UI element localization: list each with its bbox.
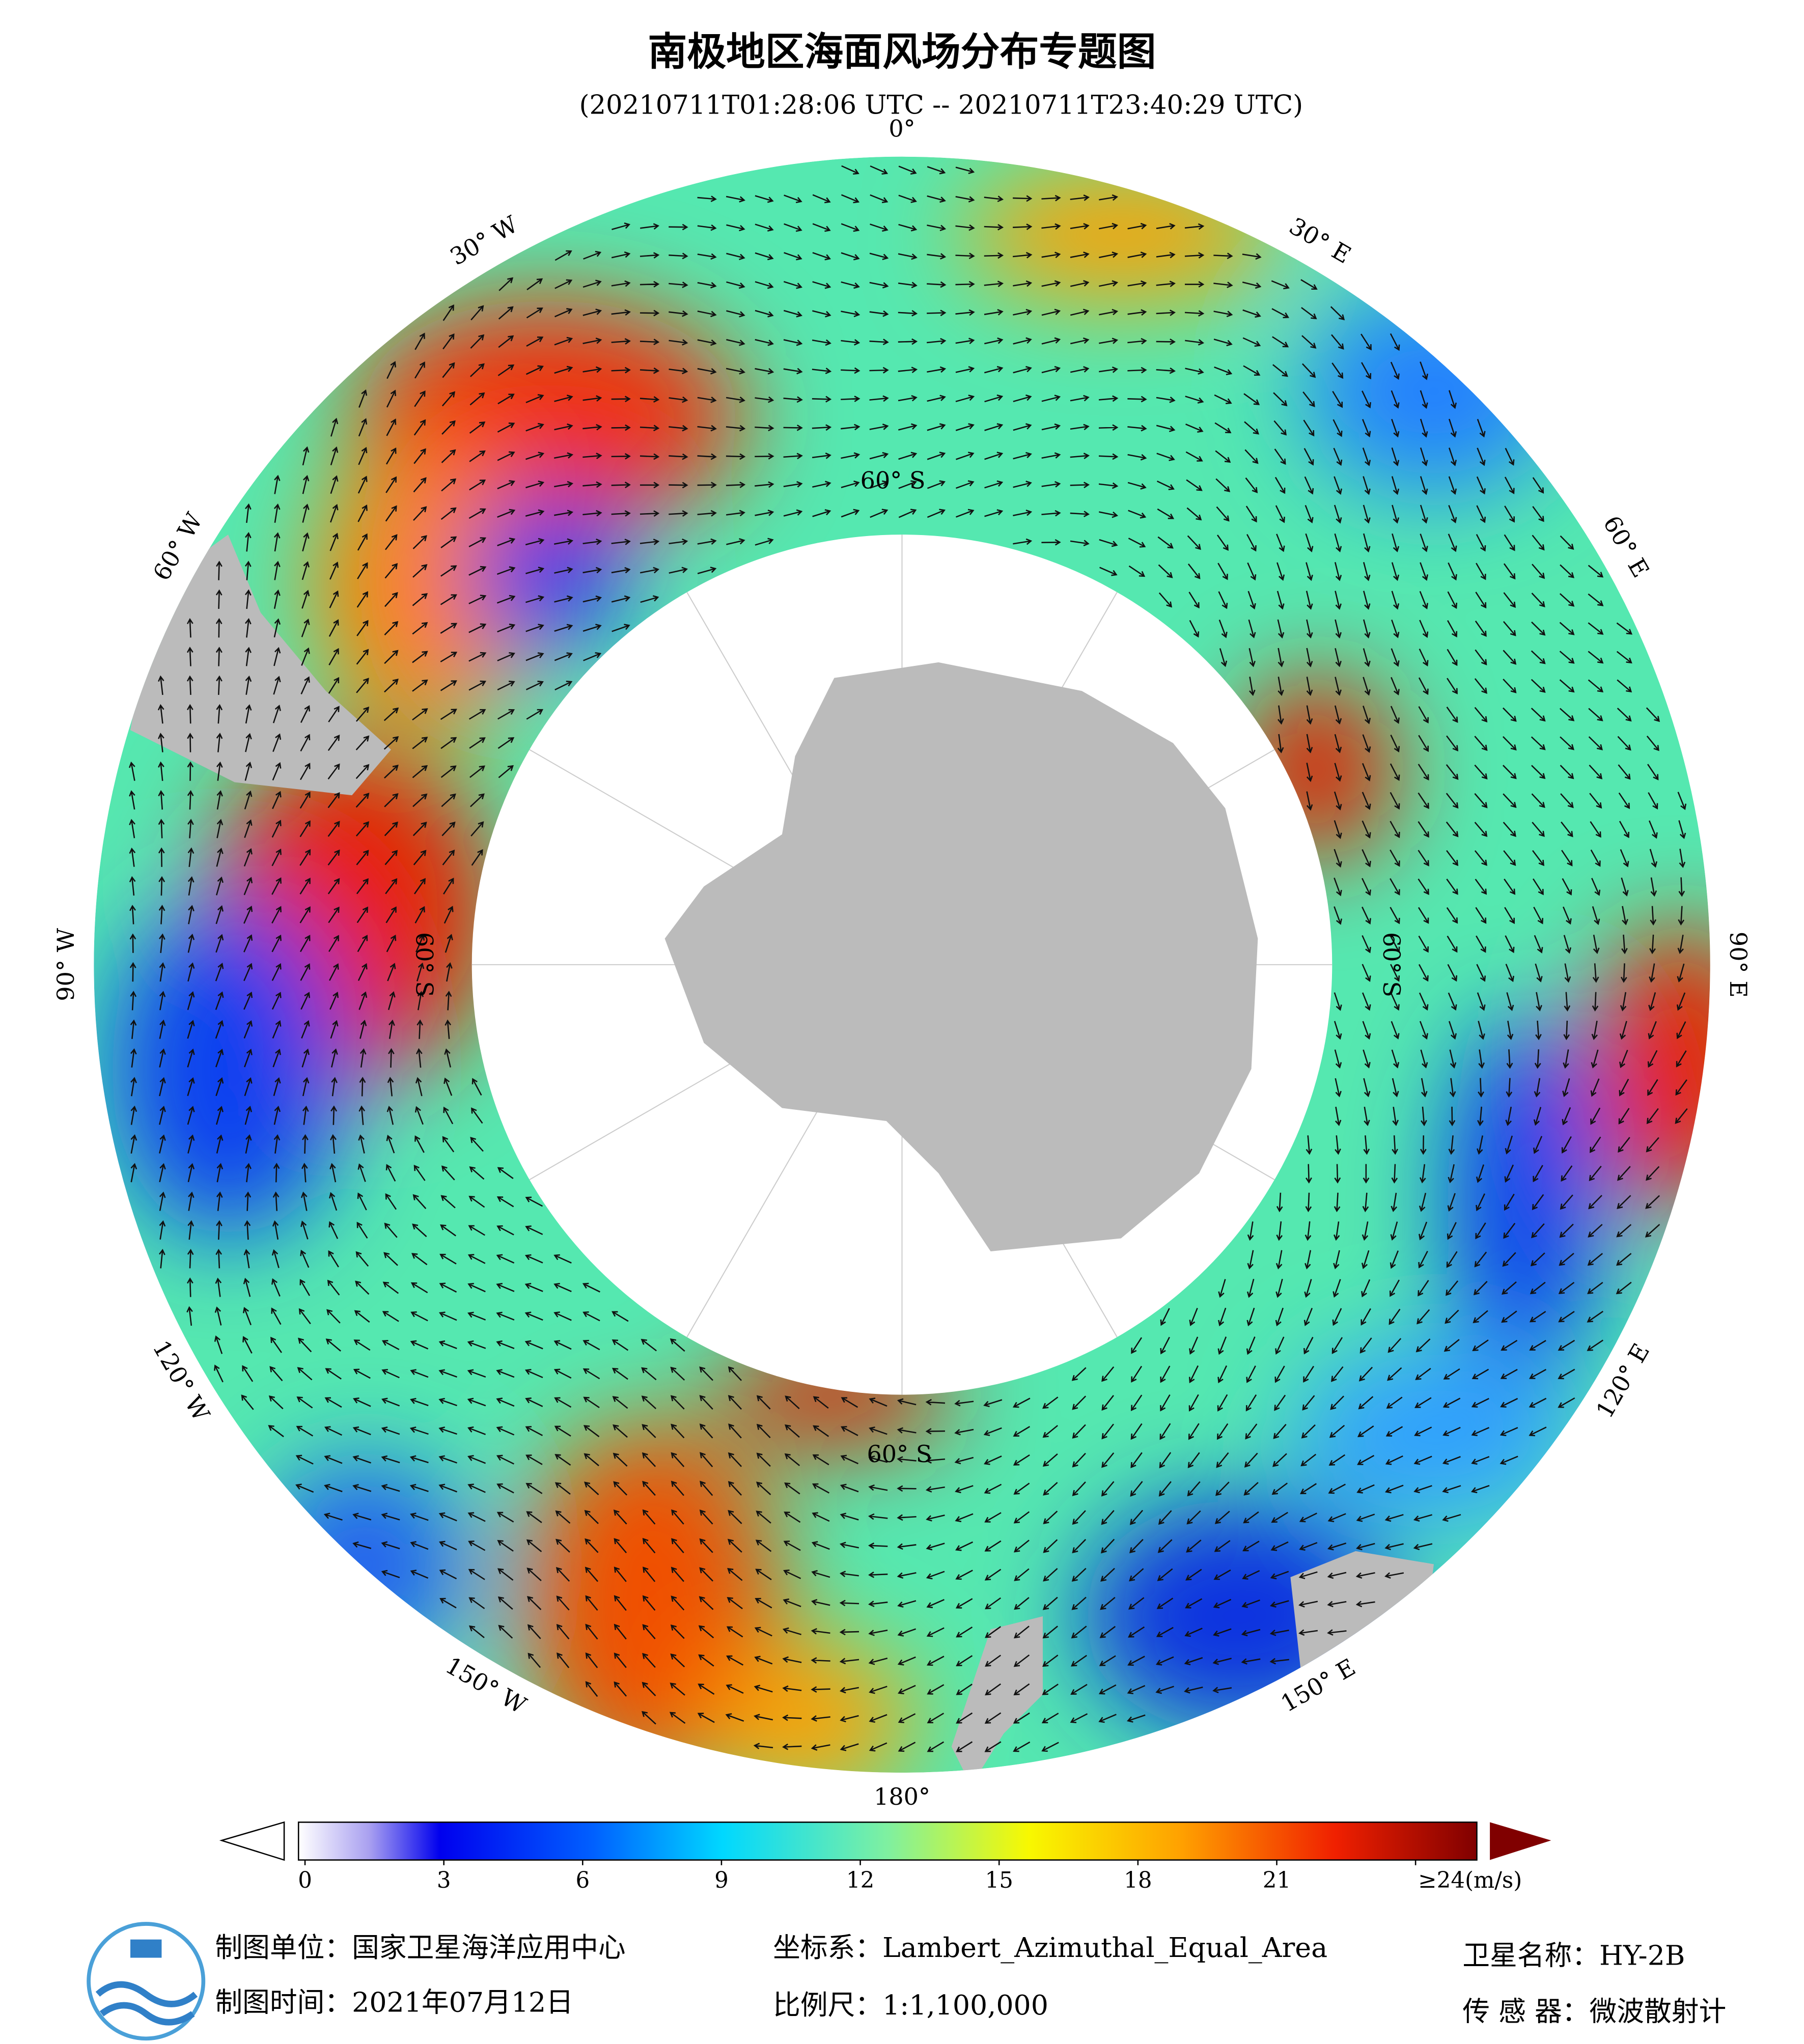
subtitle: (20210711T01:28:06 UTC -- 20210711T23:40… — [579, 90, 1303, 120]
logo — [87, 1922, 206, 2041]
wind-arrows — [129, 165, 1688, 1752]
colorbar: 0 3 6 9 12 15 18 21 ≥24(m/s) — [219, 1821, 1551, 1893]
latitude-label: 60° S — [410, 932, 438, 997]
antarctica — [664, 662, 1258, 1252]
colorbar-tick-label: 15 — [985, 1868, 1013, 1893]
longitude-label: 180° — [874, 1783, 930, 1810]
latitude-label: 60° S — [861, 467, 926, 494]
latitude-labels: 60° S 60° S 60° S 60° S — [410, 467, 1405, 1468]
longitude-label: 0° — [889, 115, 915, 142]
latitude-label: 60° S — [1378, 932, 1405, 997]
title: 南极地区海面风场分布专题图 — [648, 29, 1156, 75]
colorbar-tick-label: 0 — [298, 1868, 312, 1893]
longitude-label: 90° W — [52, 928, 79, 1001]
footer-projection: 坐标系：Lambert_Azimuthal_Equal_Area — [773, 1931, 1327, 1964]
footer-satellite: 卫星名称：HY-2B — [1462, 1940, 1685, 1972]
colorbar-tick-label: 9 — [714, 1868, 729, 1893]
colorbar-min-arrow — [219, 1821, 285, 1861]
latitude-label: 60° S — [867, 1440, 932, 1468]
footer-time: 制图时间：2021年07月12日 — [215, 1986, 573, 2019]
footer-sensor: 传 感 器：微波散射计 — [1462, 1996, 1726, 2028]
footer-scale: 比例尺：1:1,100,000 — [773, 1989, 1048, 2021]
colorbar-bar — [297, 1822, 1478, 1861]
colorbar-tick-label: 3 — [437, 1868, 451, 1893]
longitude-label: 90° E — [1725, 932, 1752, 998]
colorbar-tick-label: ≥24(m/s) — [1418, 1868, 1522, 1893]
colorbar-max-arrow — [1490, 1822, 1551, 1860]
colorbar-tick-label: 6 — [575, 1868, 590, 1893]
colorbar-tick-label: 12 — [846, 1868, 874, 1893]
colorbar-tick-label: 18 — [1124, 1868, 1152, 1893]
colorbar-tick-label: 21 — [1263, 1868, 1291, 1893]
footer-unit: 制图单位：国家卫星海洋应用中心 — [215, 1931, 625, 1964]
wind-arrow — [129, 165, 1688, 1752]
